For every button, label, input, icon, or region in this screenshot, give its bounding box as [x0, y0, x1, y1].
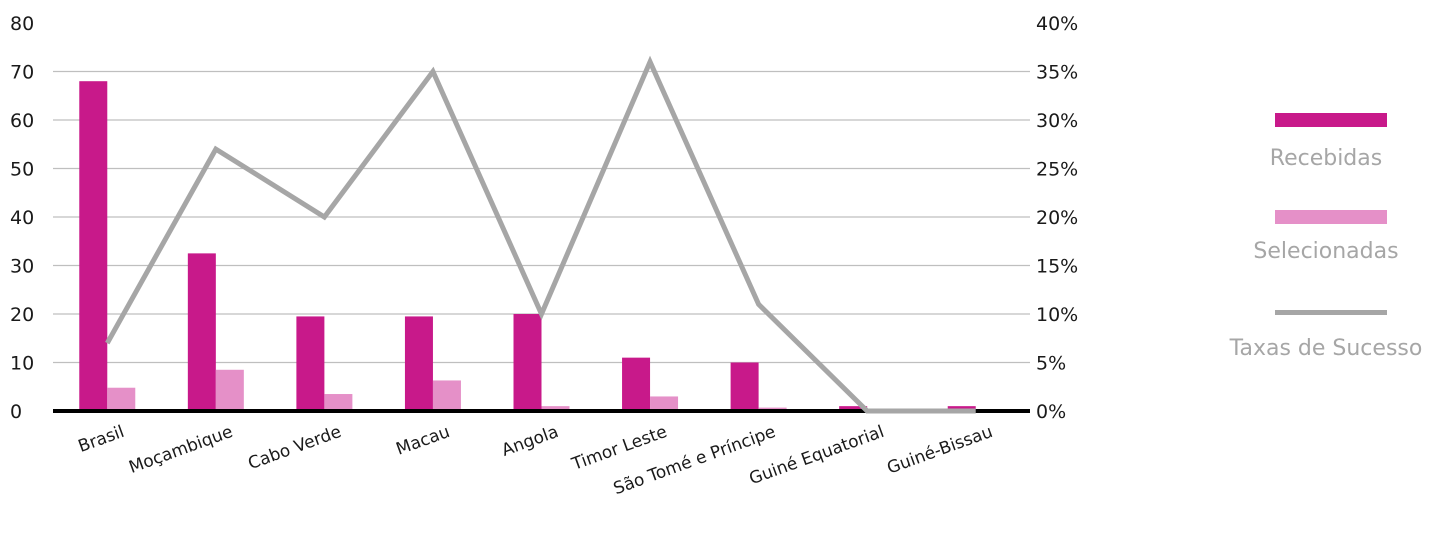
- left-tick-label: 10: [10, 353, 34, 375]
- legend-swatch-taxas-de-sucesso: [1275, 310, 1387, 315]
- legend-label-taxas-de-sucesso: Taxas de Sucesso: [1229, 336, 1423, 361]
- bars-layer: [79, 81, 976, 411]
- legend-item-taxas-de-sucesso: Taxas de Sucesso: [1215, 294, 1437, 391]
- legend-item-selecionadas: Selecionadas: [1215, 197, 1437, 294]
- legend-item-recebidas: Recebidas: [1215, 100, 1437, 197]
- bar-recebidas-guine-equatorial: [839, 406, 868, 411]
- right-tick-label: 15%: [1036, 256, 1078, 278]
- bar-recebidas-brasil: [79, 81, 108, 411]
- legend-label-recebidas: Recebidas: [1269, 146, 1383, 171]
- legend-swatch-recebidas: [1275, 113, 1387, 127]
- combo-chart: 0 10 20 30 40 50 60 70 80 0% 5% 10% 15% 20% 25% 30% 35%…: [10, 13, 1078, 499]
- right-tick-label: 20%: [1036, 207, 1078, 229]
- legend-label-selecionadas: Selecionadas: [1253, 239, 1399, 264]
- left-axis-ticks: 0 10 20 30 40 50 60 70 80: [10, 13, 34, 423]
- left-tick-label: 60: [10, 110, 34, 132]
- left-tick-label: 30: [10, 256, 34, 278]
- category-label-mocambique: Moçambique: [126, 422, 235, 478]
- bar-recebidas-timor-leste: [622, 357, 651, 411]
- bar-recebidas-cabo-verde: [296, 316, 325, 411]
- line-layer: [105, 55, 976, 414]
- bar-recebidas-macau: [404, 316, 433, 411]
- left-tick-label: 0: [10, 401, 22, 423]
- left-tick-label: 70: [10, 62, 34, 84]
- left-tick-label: 50: [10, 159, 34, 181]
- category-label-angola: Angola: [499, 422, 561, 461]
- right-tick-label: 30%: [1036, 110, 1078, 132]
- right-tick-label: 0%: [1036, 401, 1066, 423]
- right-tick-label: 40%: [1036, 13, 1078, 35]
- category-label-brasil: Brasil: [76, 422, 127, 457]
- left-tick-label: 40: [10, 207, 34, 229]
- bar-recebidas-angola: [513, 314, 542, 411]
- bar-selecionadas-mocambique: [215, 369, 244, 411]
- bar-selecionadas-timor-leste: [650, 396, 679, 411]
- legend-swatch-selecionadas: [1275, 210, 1387, 224]
- category-labels: Brasil Moçambique Cabo Verde Macau Angola Tim…: [76, 422, 996, 499]
- right-tick-label: 35%: [1036, 62, 1078, 84]
- bar-recebidas-mocambique: [187, 253, 216, 411]
- category-label-macau: Macau: [394, 422, 453, 460]
- left-tick-label: 80: [10, 13, 34, 35]
- bar-selecionadas-brasil: [107, 387, 136, 411]
- legend: Recebidas Selecionadas Taxas de Sucesso: [1215, 100, 1437, 391]
- left-tick-label: 20: [10, 304, 34, 326]
- right-tick-label: 5%: [1036, 353, 1066, 375]
- right-tick-label: 10%: [1036, 304, 1078, 326]
- bar-recebidas-sao-tome-e-principe: [730, 362, 759, 411]
- category-label-cabo-verde: Cabo Verde: [246, 422, 345, 474]
- category-label-guine-bissau: Guiné-Bissau: [885, 422, 996, 479]
- bar-selecionadas-cabo-verde: [324, 394, 353, 411]
- right-axis-ticks: 0% 5% 10% 15% 20% 25% 30% 35% 40%: [1036, 13, 1078, 423]
- bar-selecionadas-macau: [432, 380, 461, 411]
- right-tick-label: 25%: [1036, 159, 1078, 181]
- bar-selecionadas-angola: [541, 406, 570, 411]
